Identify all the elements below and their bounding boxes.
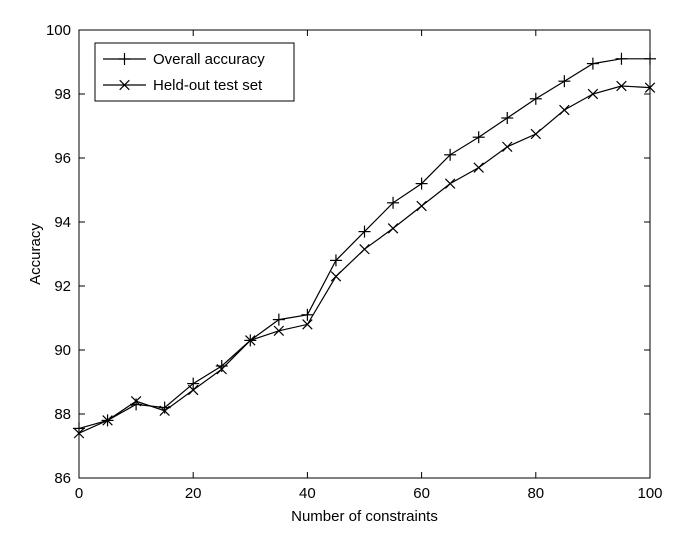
y-tick-label: 98 [54, 86, 71, 103]
data-point-series-1 [529, 92, 542, 105]
data-point-series-1 [644, 52, 656, 65]
legend-box [94, 42, 295, 102]
legend-entry: Overall accuracy [103, 51, 265, 68]
x-tick-label: 80 [527, 485, 544, 502]
x-tick-label: 60 [413, 485, 430, 502]
y-tick-label: 94 [54, 214, 71, 231]
data-point-series-1 [301, 308, 314, 321]
data-point-series-1 [615, 52, 628, 65]
data-point-series-2 [502, 141, 513, 153]
x-tick-label: 0 [75, 485, 83, 502]
data-point-series-2 [359, 243, 370, 255]
data-point-series-2 [387, 223, 399, 234]
data-point-series-2 [587, 88, 599, 100]
data-point-series-2 [187, 384, 199, 396]
data-point-series-2 [102, 415, 113, 426]
legend-label: Held-out test set [153, 77, 263, 94]
y-axis: 86 88 90 92 94 96 98 100 [46, 22, 650, 487]
legend-entry: Held-out test set [103, 77, 263, 94]
x-axis: 0 20 40 60 80 100 [75, 30, 663, 502]
data-point-series-2 [473, 162, 484, 173]
data-point-series-2 [159, 405, 170, 417]
data-point-series-2 [616, 80, 627, 92]
data-point-series-2 [644, 82, 656, 93]
data-point-series-1 [501, 112, 514, 124]
data-point-series-2 [444, 178, 456, 189]
data-point-series-2 [216, 363, 227, 375]
data-point-series-2 [416, 200, 427, 212]
y-axis-label: Accuracy [27, 223, 44, 285]
data-point-series-2 [73, 427, 85, 439]
y-tick-label: 92 [54, 278, 71, 295]
series-layer [73, 52, 656, 439]
y-tick-label: 96 [54, 150, 71, 167]
data-point-series-2 [330, 271, 342, 282]
data-point-series-2 [273, 325, 285, 337]
data-point-series-2 [245, 335, 256, 346]
x-tick-label: 100 [637, 485, 662, 502]
data-point-series-2 [130, 395, 142, 407]
data-point-series-1 [444, 148, 457, 161]
x-tick-label: 20 [185, 485, 202, 502]
data-point-series-2 [559, 104, 570, 116]
data-point-series-2 [530, 128, 542, 140]
data-point-series-1 [329, 254, 342, 267]
data-point-series-1 [358, 225, 371, 238]
y-tick-label: 86 [54, 470, 71, 487]
legend: Overall accuracy Held-out test set [94, 42, 295, 102]
data-point-series-1 [472, 131, 485, 144]
legend-marker [118, 53, 131, 65]
data-point-series-1 [187, 377, 200, 390]
data-point-series-1 [558, 75, 571, 88]
y-tick-label: 100 [46, 22, 71, 39]
data-point-series-2 [302, 319, 313, 330]
legend-label: Overall accuracy [153, 51, 265, 68]
data-point-series-1 [415, 177, 428, 190]
x-axis-label: Number of constraints [291, 508, 438, 525]
plot-frame [78, 29, 651, 479]
x-tick-label: 40 [299, 485, 316, 502]
data-point-series-1 [387, 196, 400, 209]
y-tick-label: 90 [54, 342, 71, 359]
y-tick-label: 88 [54, 406, 71, 423]
data-point-series-1 [586, 57, 599, 70]
data-point-series-1 [272, 313, 285, 326]
legend-marker [119, 79, 130, 91]
